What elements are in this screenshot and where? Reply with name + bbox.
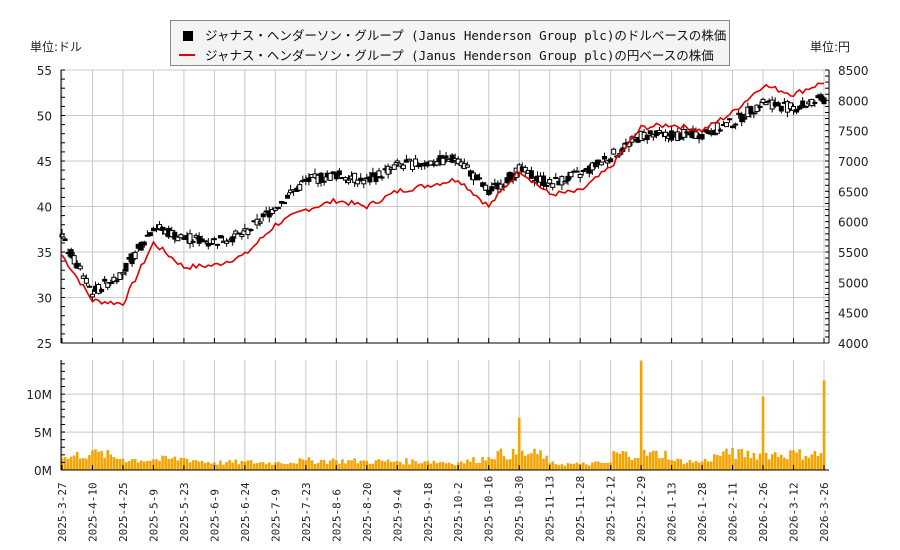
red-line-swatch-icon <box>179 54 195 56</box>
svg-text:2025-10-2: 2025-10-2 <box>452 482 465 542</box>
svg-text:50: 50 <box>37 110 52 124</box>
svg-text:2025-9-4: 2025-9-4 <box>391 489 404 542</box>
svg-text:7500: 7500 <box>838 125 869 139</box>
svg-text:25: 25 <box>37 337 52 351</box>
svg-text:2025-12-12: 2025-12-12 <box>605 476 618 542</box>
svg-text:2025-7-9: 2025-7-9 <box>269 489 282 542</box>
chart-legend: ジャナス・ヘンダーソン・グループ (Janus Henderson Group … <box>170 20 730 66</box>
svg-text:2026-3-12: 2026-3-12 <box>788 482 801 542</box>
svg-text:7000: 7000 <box>838 155 869 169</box>
svg-text:4500: 4500 <box>838 307 869 321</box>
svg-text:2025-9-18: 2025-9-18 <box>422 482 435 542</box>
svg-text:6000: 6000 <box>838 216 869 230</box>
svg-text:2025-7-23: 2025-7-23 <box>300 482 313 542</box>
svg-text:5000: 5000 <box>838 276 869 290</box>
volume-bars <box>60 360 826 470</box>
chart-axes: 2025-3-27 2025-4-10 2025-4-25 2025-5-9 2025-… <box>26 64 868 542</box>
svg-text:2025-5-23: 2025-5-23 <box>178 482 191 542</box>
legend-jpy-label: ジャナス・ヘンダーソン・グループ (Janus Henderson Group … <box>205 48 714 63</box>
svg-text:8500: 8500 <box>838 64 869 78</box>
svg-text:2025-5-9: 2025-5-9 <box>147 489 160 542</box>
svg-text:2026-2-26: 2026-2-26 <box>757 482 770 542</box>
svg-text:4000: 4000 <box>838 337 869 351</box>
svg-text:2026-2-11: 2026-2-11 <box>727 482 740 542</box>
svg-text:2025-8-6: 2025-8-6 <box>330 489 343 542</box>
svg-text:40: 40 <box>37 201 52 215</box>
svg-text:2025-4-25: 2025-4-25 <box>117 482 130 542</box>
svg-text:10M: 10M <box>26 388 52 402</box>
legend-item-usd: ジャナス・ヘンダーソン・グループ (Janus Henderson Group … <box>179 25 726 43</box>
svg-text:6500: 6500 <box>838 185 869 199</box>
svg-text:30: 30 <box>37 292 52 306</box>
svg-text:5M: 5M <box>34 426 52 440</box>
svg-text:2025-4-10: 2025-4-10 <box>86 482 99 542</box>
usd-candlesticks <box>59 92 827 301</box>
svg-text:35: 35 <box>37 246 52 260</box>
svg-text:2026-1-13: 2026-1-13 <box>666 482 679 542</box>
svg-text:2025-12-29: 2025-12-29 <box>635 476 648 542</box>
legend-item-jpy: ジャナス・ヘンダーソン・グループ (Janus Henderson Group … <box>179 45 714 63</box>
legend-usd-label: ジャナス・ヘンダーソン・グループ (Janus Henderson Group … <box>205 28 727 43</box>
black-square-swatch-icon <box>183 31 193 41</box>
svg-text:2025-10-30: 2025-10-30 <box>513 476 526 542</box>
svg-text:55: 55 <box>37 64 52 78</box>
svg-text:0M: 0M <box>34 464 52 478</box>
right-axis-unit-label: 単位:円 <box>810 40 851 54</box>
svg-text:2026-1-28: 2026-1-28 <box>696 482 709 542</box>
jpy-price-line <box>61 82 825 307</box>
svg-text:2026-3-26: 2026-3-26 <box>818 482 831 542</box>
svg-text:5500: 5500 <box>838 246 869 260</box>
svg-text:2025-6-9: 2025-6-9 <box>208 489 221 542</box>
svg-text:2025-6-24: 2025-6-24 <box>239 482 252 542</box>
svg-text:2025-10-16: 2025-10-16 <box>483 476 496 542</box>
svg-text:45: 45 <box>37 155 52 169</box>
svg-text:2025-11-13: 2025-11-13 <box>544 476 557 542</box>
svg-text:8000: 8000 <box>838 94 869 108</box>
left-axis-unit-label: 単位:ドル <box>30 40 83 54</box>
svg-text:2025-11-28: 2025-11-28 <box>574 476 587 542</box>
svg-text:2025-8-20: 2025-8-20 <box>361 482 374 542</box>
svg-text:2025-3-27: 2025-3-27 <box>56 482 69 542</box>
